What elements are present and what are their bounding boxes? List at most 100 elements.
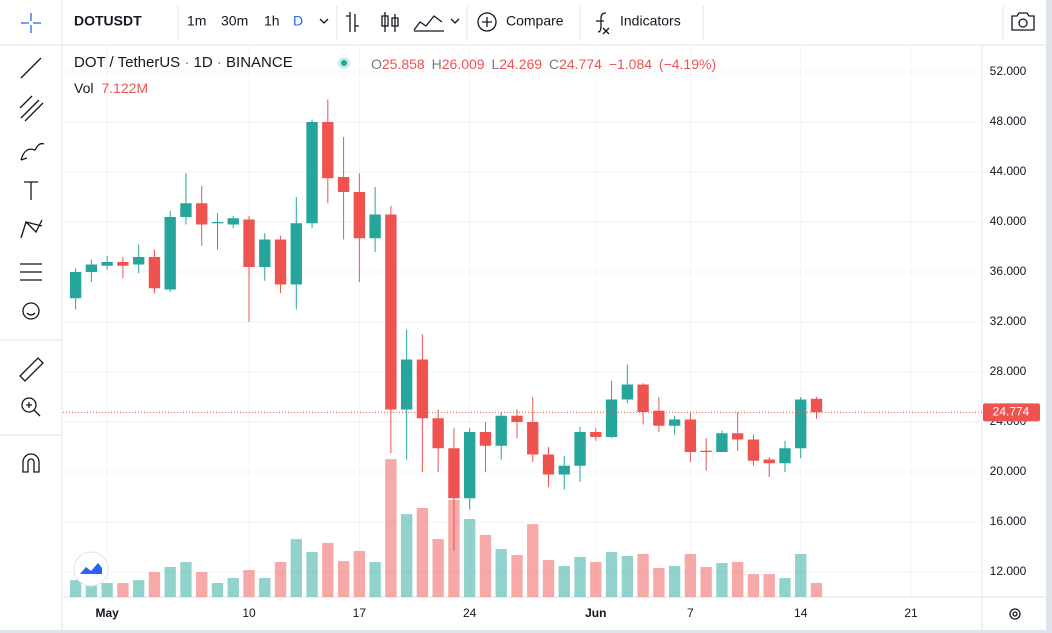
candle-body — [148, 257, 161, 289]
ruler-tool[interactable] — [19, 357, 44, 382]
zoom-tool[interactable] — [21, 397, 37, 413]
candle-body — [653, 410, 665, 426]
bars-icon[interactable] — [346, 12, 359, 32]
volume-bar — [432, 539, 444, 597]
volume-bar — [290, 539, 302, 597]
volume-bar — [653, 567, 665, 597]
indicators-icon[interactable] — [596, 12, 610, 35]
volume-bar — [132, 580, 145, 597]
volume-bar — [795, 553, 807, 597]
candle-body — [164, 217, 176, 290]
candle-body — [574, 432, 586, 466]
candle-body — [432, 418, 444, 449]
volume-bar — [211, 583, 224, 597]
compare-icon[interactable] — [482, 17, 492, 27]
candle-body — [132, 257, 145, 265]
candle-body — [590, 432, 602, 437]
candle-body — [400, 359, 413, 410]
interval[interactable]: D — [293, 13, 303, 29]
y-tick-label: 28.000 — [990, 364, 1027, 378]
volume-bar — [353, 551, 366, 597]
volume-bar — [716, 563, 728, 597]
interval[interactable]: 30m — [221, 13, 248, 29]
logo[interactable] — [73, 551, 109, 587]
pattern-tool[interactable] — [20, 219, 43, 239]
logo[interactable] — [80, 563, 102, 574]
area-icon[interactable] — [413, 15, 444, 32]
volume-bar — [763, 574, 775, 597]
volume-value: 7.122M — [101, 80, 148, 96]
x-tick-label: 14 — [794, 606, 808, 620]
x-tick-label: 21 — [904, 606, 918, 620]
trendline-tool[interactable] — [20, 57, 42, 79]
x-tick-label: Jun — [585, 606, 606, 620]
volume-bar — [590, 562, 602, 597]
camera-icon[interactable] — [1018, 18, 1028, 28]
candle-body — [668, 419, 681, 426]
candle-body — [731, 433, 744, 440]
low: 24.269 — [499, 56, 542, 72]
volume-label: Vol — [74, 80, 93, 96]
settings-icon[interactable] — [1009, 608, 1021, 620]
candle-body — [243, 219, 255, 267]
candle-body — [259, 239, 271, 267]
magnet-tool[interactable] — [22, 453, 40, 473]
x-tick-label: 10 — [242, 606, 256, 620]
volume-bar — [400, 514, 413, 597]
candle-body — [69, 272, 82, 299]
fib-tool[interactable] — [19, 95, 44, 122]
candle-body — [290, 223, 302, 285]
icon-tool[interactable] — [26, 312, 36, 316]
volume-bar — [684, 553, 697, 597]
separator: · — [217, 54, 222, 71]
volume-bar — [180, 562, 192, 597]
x-tick-label: 24 — [463, 606, 477, 620]
volume-bar — [700, 566, 712, 597]
zoom-tool[interactable] — [26, 402, 41, 417]
indicators[interactable]: Indicators — [620, 13, 681, 29]
candle-body — [322, 122, 334, 179]
volume-bar — [416, 508, 429, 597]
candle-body — [511, 415, 523, 422]
y-tick-label: 52.000 — [990, 64, 1027, 78]
crosshair-tool[interactable] — [21, 13, 41, 33]
x-tick-label: May — [95, 606, 119, 620]
chevron[interactable] — [450, 18, 460, 24]
y-tick-label: 40.000 — [990, 214, 1027, 228]
timeframe: 1D — [194, 54, 213, 71]
candle-body — [306, 122, 318, 224]
candle-body — [542, 454, 555, 475]
candle-body — [605, 399, 618, 437]
price-label: 24.774 — [993, 404, 1030, 418]
volume-bar — [337, 561, 350, 597]
volume-bar — [101, 583, 113, 597]
compare[interactable]: Compare — [506, 13, 564, 29]
candles-icon[interactable] — [381, 12, 399, 32]
text-tool[interactable] — [24, 181, 38, 200]
candle-body — [558, 465, 570, 475]
y-tick-label: 32.000 — [990, 314, 1027, 328]
candle-body — [621, 384, 634, 400]
interval[interactable]: 1m — [187, 13, 206, 29]
symbol[interactable]: DOTUSDT — [74, 13, 142, 29]
chevron[interactable] — [319, 18, 329, 24]
camera-icon[interactable] — [1011, 12, 1035, 31]
interval[interactable]: 1h — [264, 13, 280, 29]
volume-bar — [542, 560, 555, 597]
y-tick-label: 12.000 — [990, 564, 1027, 578]
settings-icon[interactable] — [1012, 611, 1018, 617]
volume-bar — [69, 580, 82, 597]
prediction-tool[interactable] — [20, 263, 42, 281]
volume-bar — [369, 562, 381, 597]
brush-tool[interactable] — [20, 142, 45, 161]
candle-body — [416, 359, 429, 419]
candle-body — [369, 214, 381, 239]
icon-tool[interactable] — [22, 302, 40, 320]
candle-body — [337, 177, 350, 192]
y-tick-label: 16.000 — [990, 514, 1027, 528]
candle-body — [101, 262, 113, 266]
compare-icon[interactable] — [477, 12, 497, 32]
